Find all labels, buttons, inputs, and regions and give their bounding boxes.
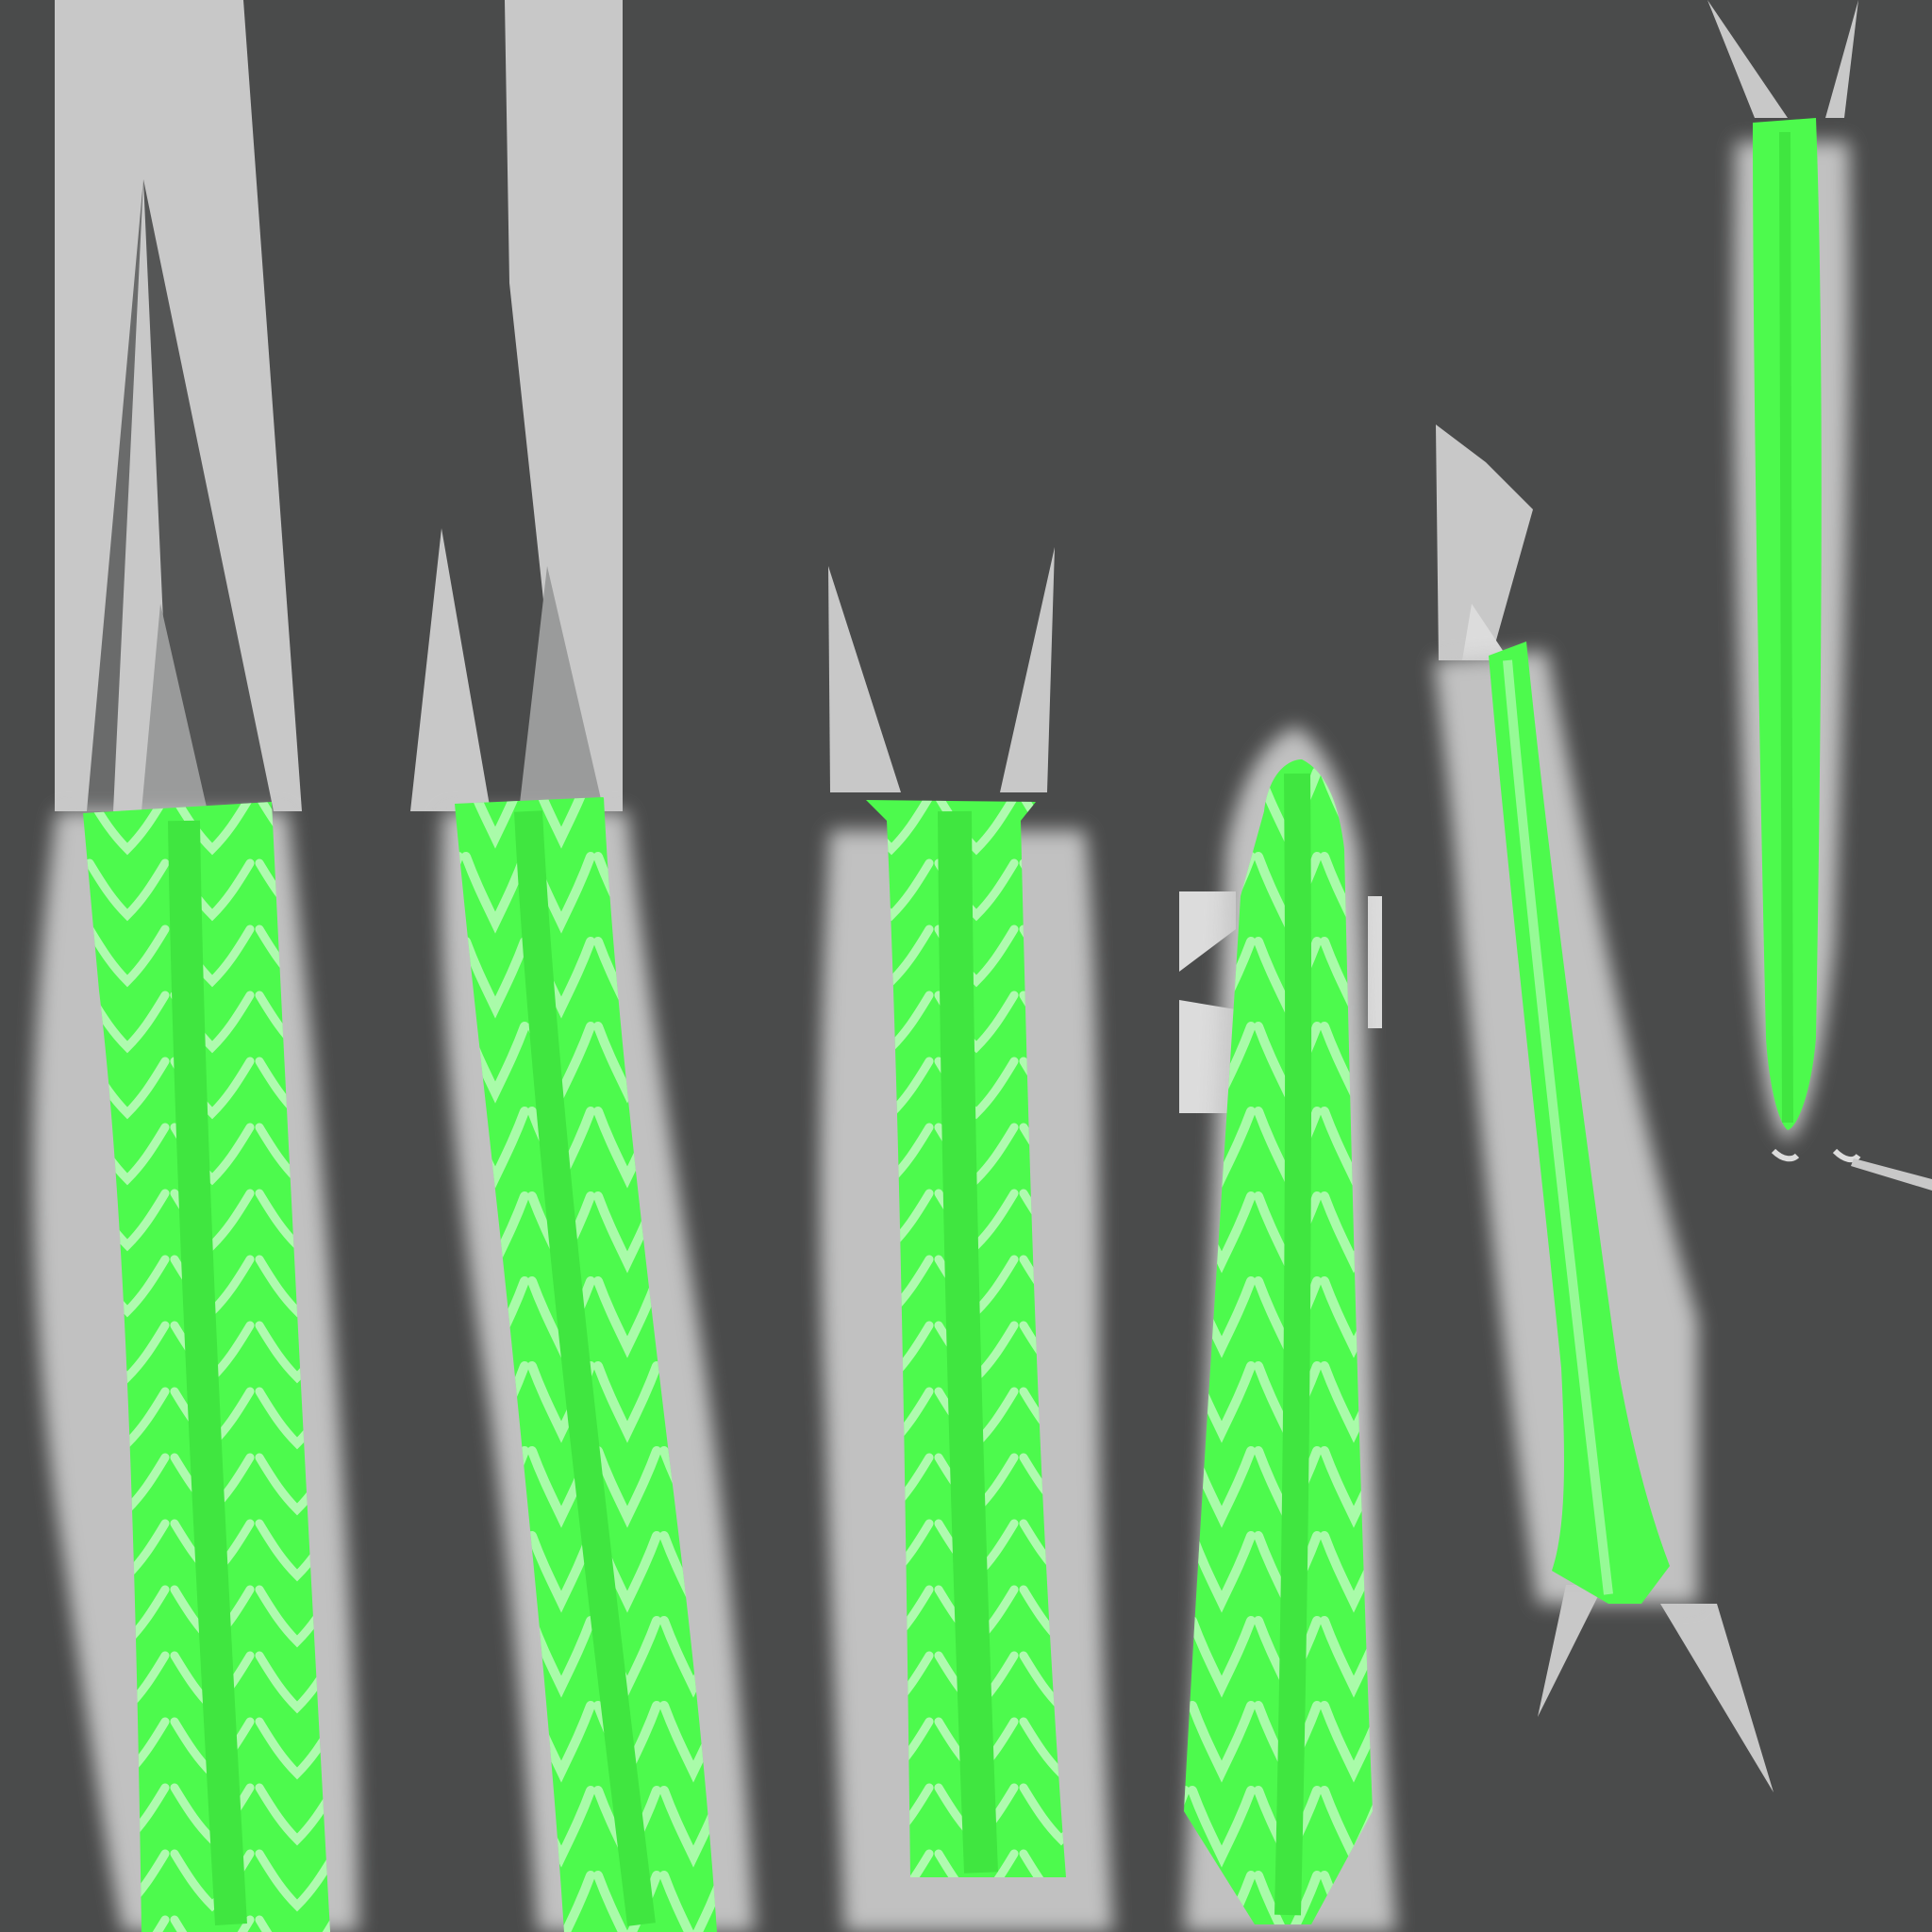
island-6-detail-mark bbox=[1771, 1148, 1861, 1163]
island-6-spine bbox=[1779, 131, 1793, 1124]
island-2-padding-top bbox=[505, 0, 623, 811]
island-2-spine bbox=[514, 810, 656, 1926]
island-1-spike-c bbox=[142, 604, 208, 811]
island-3-spine bbox=[938, 810, 998, 1874]
island-5-body bbox=[1489, 641, 1670, 1604]
island-4-side-rect-right bbox=[1368, 896, 1382, 1028]
island-5-spike-bottom-a bbox=[1538, 1585, 1604, 1717]
island-6-spike-right bbox=[1825, 0, 1858, 118]
island-4-pattern bbox=[1184, 759, 1373, 1924]
island-5-spike-top bbox=[1462, 604, 1509, 660]
uv-island-5 bbox=[1434, 425, 1774, 1792]
island-4-side-rect-top bbox=[1179, 891, 1236, 972]
uv-island-6 bbox=[1707, 0, 1932, 1191]
uv-island-3 bbox=[820, 547, 1113, 1932]
island-3-spike-a bbox=[828, 566, 901, 792]
uv-island-2 bbox=[410, 0, 755, 1932]
island-3-spike-b bbox=[1000, 547, 1055, 792]
island-4-spine bbox=[1274, 773, 1312, 1916]
island-5-spine bbox=[1503, 659, 1613, 1595]
island-2-spike-a bbox=[410, 528, 491, 811]
uv-island-1 bbox=[33, 0, 358, 1932]
island-1-spike-b bbox=[143, 179, 274, 811]
island-6-thin-streak bbox=[1851, 1158, 1932, 1191]
island-2-spike-b bbox=[519, 566, 604, 811]
island-5-padding-top bbox=[1436, 425, 1533, 660]
island-1-spike-a bbox=[87, 179, 143, 811]
island-5-spike-bottom-b bbox=[1660, 1604, 1774, 1792]
island-1-spine bbox=[168, 820, 247, 1925]
island-6-spike-left bbox=[1707, 0, 1788, 118]
uv-island-4 bbox=[1179, 726, 1396, 1932]
